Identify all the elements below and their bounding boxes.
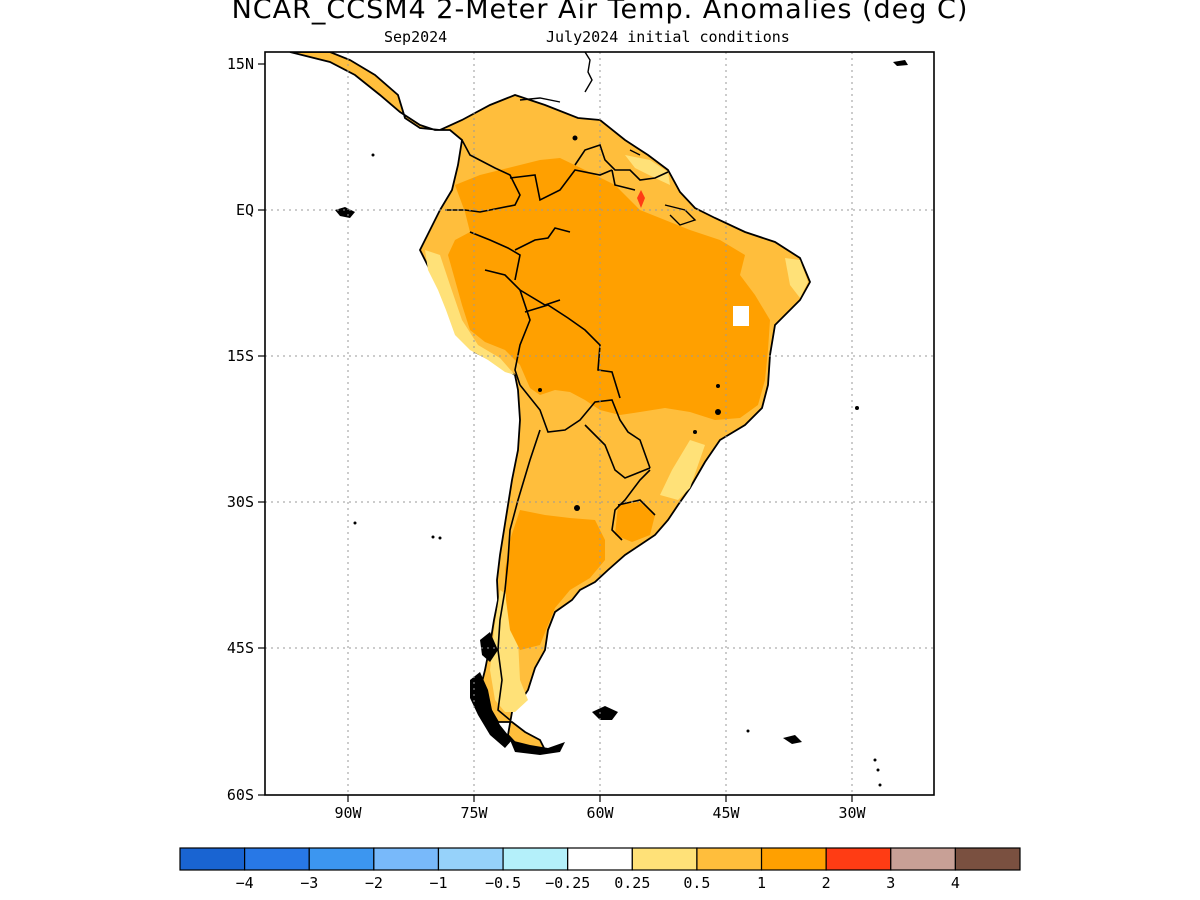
colorbar-swatch	[890, 847, 956, 871]
colorbar-label: 4	[951, 874, 960, 892]
lon-label-90w: 90W	[334, 804, 362, 822]
islands-and-lakes	[335, 60, 908, 787]
colorbar-swatch	[308, 847, 375, 871]
anomaly-area-light-southeast-coast	[660, 440, 705, 500]
lon-label-60w: 60W	[586, 804, 614, 822]
colorbar-label: 1	[757, 874, 766, 892]
country-borders	[445, 139, 669, 721]
colorbar-label: 2	[822, 874, 831, 892]
colorbar-swatch	[696, 847, 763, 871]
colorbar-label: −1	[429, 874, 447, 892]
anomaly-area-uruguay	[615, 502, 655, 542]
colorbar-swatch	[373, 847, 440, 871]
colorbar-swatch	[502, 847, 569, 871]
colorbar-swatch	[760, 847, 827, 871]
lon-label-45w: 45W	[712, 804, 740, 822]
anomaly-area-argentina-core	[505, 510, 605, 650]
anomaly-area-amazon-core	[448, 158, 770, 420]
lat-label-15n: 15N	[227, 55, 254, 73]
lon-label-75w: 75W	[460, 804, 488, 822]
lon-label-30w: 30W	[838, 804, 866, 822]
map-title: NCAR_CCSM4 2-Meter Air Temp. Anomalies (…	[231, 0, 969, 25]
forecast-month: Sep2024	[384, 28, 448, 46]
colorbar-swatch	[567, 847, 633, 871]
colorbar-swatch	[954, 847, 1021, 871]
lat-label-15s: 15S	[227, 347, 254, 365]
anomaly-spot-2-to-3	[637, 190, 645, 208]
colorbar-label: 0.5	[683, 874, 710, 892]
missing-data-patch	[733, 306, 749, 326]
anomaly-area-light-northeast-coast	[785, 258, 808, 298]
lat-label-30s: 30S	[227, 493, 254, 511]
lat-label-60s: 60S	[227, 786, 254, 804]
caribbean-coastlines	[519, 52, 697, 226]
graticule	[265, 52, 934, 795]
colorbar: −4 −3 −2 −1 −0.5 −0.25 0.25 0.5 1 2 3 4	[179, 847, 1021, 892]
colorbar-label: −0.5	[485, 874, 521, 892]
colorbar-label: −4	[236, 874, 254, 892]
colorbar-swatch	[631, 847, 698, 871]
colorbar-label: −3	[300, 874, 318, 892]
colorbar-label: 0.25	[614, 874, 650, 892]
colorbar-swatch	[825, 847, 892, 871]
colorbar-label: 3	[886, 874, 895, 892]
latitude-labels: 15N EQ 15S 30S 45S 60S	[227, 55, 254, 804]
anomaly-area-light-guiana-coast	[625, 155, 670, 185]
axis-ticks	[258, 63, 853, 802]
map-content	[265, 52, 934, 795]
colorbar-label: −2	[365, 874, 383, 892]
lat-label-45s: 45S	[227, 639, 254, 657]
colorbar-swatch	[179, 847, 246, 871]
anomaly-area-light-pacific-coast	[425, 250, 515, 375]
colorbar-swatch	[244, 847, 310, 871]
colorbar-label: −0.25	[545, 874, 590, 892]
longitude-labels: 90W 75W 60W 45W 30W	[334, 804, 866, 822]
colorbar-swatch	[437, 847, 504, 871]
lat-label-eq: EQ	[236, 201, 254, 219]
initial-conditions: July2024 initial conditions	[546, 28, 790, 46]
